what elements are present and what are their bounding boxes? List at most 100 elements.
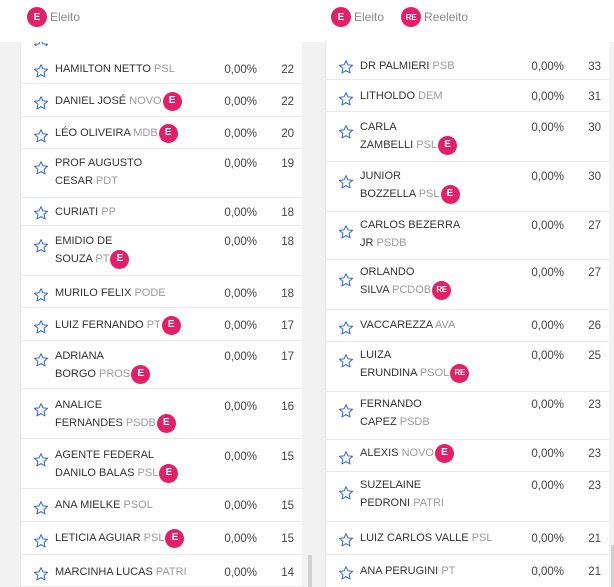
candidate-name[interactable]: DR PALMIERI PSB (360, 57, 455, 75)
candidate-row[interactable]: PROF AUGUSTO CESAR PDT 0,00% 19 (21, 149, 302, 198)
left-scrollbar-thumb[interactable] (308, 555, 312, 587)
candidate-row[interactable]: ANA PERUGINI PT 0,00% 21 (326, 555, 609, 587)
candidate-row[interactable]: DR PALMIERI PSB 0,00% 33 (326, 47, 609, 80)
vote-percentage: 0,00% (224, 207, 257, 219)
candidate-name[interactable]: MURILO FELIX PODE (55, 284, 166, 302)
favorite-star-icon[interactable] (33, 352, 49, 368)
candidate-row[interactable]: DANIEL JOSÉ NOVO E 0,00% 22 (21, 84, 302, 117)
legend-left: E Eleito (28, 8, 80, 26)
favorite-star-icon[interactable] (338, 59, 354, 75)
party-label: PSL (471, 532, 493, 544)
candidate-name[interactable]: CARLOS BEZERRA JR PSDB (360, 216, 460, 252)
candidate-row[interactable]: ADRIANA BORGO PROS E 0,00% 17 (21, 341, 302, 389)
favorite-star-icon[interactable] (338, 124, 354, 140)
favorite-star-icon[interactable] (33, 500, 49, 516)
favorite-star-icon[interactable] (338, 565, 354, 581)
favorite-star-icon[interactable] (33, 452, 49, 468)
candidate-list-right[interactable]: DR PALMIERI PSB 0,00% 33 LITHOLDO DEM 0,00% 3… (325, 42, 609, 587)
right-scrollbar-thumb[interactable] (611, 545, 614, 587)
candidate-row[interactable]: LETICIA AGUIAR PSL E 0,00% 15 (21, 522, 302, 555)
candidate-name[interactable]: JUNIOR BOZZELLA PSL E (360, 167, 459, 203)
candidate-row[interactable]: ALEXIS NOVO E 0,00% 23 (326, 440, 609, 472)
candidate-row[interactable]: HAMILTON NETTO PSL 0,00% 22 (21, 52, 302, 84)
favorite-star-icon[interactable] (338, 224, 354, 240)
right-scroll-track[interactable] (609, 42, 614, 587)
candidate-row[interactable]: CARLA ZAMBELLI PSL E 0,00% 30 (326, 112, 609, 162)
favorite-star-icon[interactable] (33, 319, 49, 335)
star-icon[interactable] (33, 42, 49, 46)
favorite-star-icon[interactable] (338, 532, 354, 548)
candidate-name[interactable]: ANALICE FERNANDES PSDB E (55, 396, 175, 432)
candidate-row[interactable]: AGENTE FEDERAL DANILO BALAS PSL E 0,00% 15 (21, 439, 302, 489)
candidate-name[interactable]: LÉO OLIVEIRA MDB E (55, 124, 177, 142)
candidate-row[interactable]: LUIZ FERNANDO PT E 0,00% 17 (21, 308, 302, 341)
vote-percentage: 0,00% (224, 236, 257, 248)
favorite-star-icon[interactable] (338, 353, 354, 369)
candidate-name[interactable]: EMIDIO DE SOUZA PT E (55, 232, 129, 268)
candidate-row[interactable]: MURILO FELIX PODE 0,00% 18 (21, 276, 302, 308)
favorite-star-icon[interactable] (33, 402, 49, 418)
candidate-name[interactable]: VACCAREZZA AVA (360, 316, 455, 334)
favorite-star-icon[interactable] (338, 320, 354, 336)
candidate-name[interactable]: DANIEL JOSÉ NOVO E (55, 92, 181, 110)
candidate-row[interactable]: ANALICE FERNANDES PSDB E 0,00% 16 (21, 389, 302, 439)
candidate-row[interactable]: JUNIOR BOZZELLA PSL E 0,00% 30 (326, 162, 609, 212)
candidate-name[interactable]: ADRIANA BORGO PROS E (55, 347, 150, 383)
candidate-name[interactable]: LUIZA ERUNDINA PSOL RE (360, 346, 469, 382)
candidate-name[interactable]: ORLANDO SILVA PCdoB RE (360, 263, 451, 299)
candidate-row[interactable]: CURIATI PP 0,00% 18 (21, 198, 302, 226)
candidate-name[interactable]: LETICIA AGUIAR PSL E (55, 529, 184, 547)
favorite-star-icon[interactable] (33, 205, 49, 221)
candidate-name[interactable]: LITHOLDO DEM (360, 87, 443, 105)
vote-percentage: 0,00% (531, 267, 564, 279)
candidate-name-line1: DR PALMIERI (360, 60, 430, 72)
candidate-row[interactable]: FERNANDO CAPEZ PSDB 0,00% 23 (326, 392, 609, 440)
favorite-star-icon[interactable] (33, 160, 49, 176)
candidate-row[interactable]: SUZELAINE PEDRONI PATRI 0,00% 23 (326, 472, 609, 522)
favorite-star-icon[interactable] (338, 403, 354, 419)
candidate-name[interactable]: MARCINHA LUCAS PATRI (55, 563, 187, 581)
favorite-star-icon[interactable] (33, 63, 49, 79)
candidate-name[interactable]: CURIATI PP (55, 203, 116, 221)
vote-percentage: 0,00% (531, 91, 564, 103)
candidate-name[interactable]: LUIZ FERNANDO PT E (55, 316, 180, 334)
candidate-name-line1: DANIEL JOSÉ (55, 95, 127, 107)
candidate-row[interactable]: LUIZA ERUNDINA PSOL RE 0,00% 25 (326, 342, 609, 392)
favorite-star-icon[interactable] (33, 128, 49, 144)
candidate-row[interactable]: MARCINHA LUCAS PATRI 0,00% 14 (21, 555, 302, 587)
candidate-row[interactable]: ANA MIELKE PSOL 0,00% 15 (21, 489, 302, 522)
candidate-row[interactable]: CARLOS BEZERRA JR PSDB 0,00% 27 (326, 212, 609, 260)
candidate-name-line2: CESAR (55, 175, 93, 187)
candidate-name[interactable]: ANA PERUGINI PT (360, 562, 455, 580)
favorite-star-icon[interactable] (33, 238, 49, 254)
candidate-row[interactable]: ORLANDO SILVA PCdoB RE 0,00% 27 (326, 260, 609, 310)
favorite-star-icon[interactable] (338, 485, 354, 501)
candidate-row[interactable]: EMIDIO DE SOUZA PT E 0,00% 18 (21, 226, 302, 276)
candidate-name[interactable]: HAMILTON NETTO PSL (55, 60, 175, 78)
favorite-star-icon[interactable] (33, 533, 49, 549)
favorite-star-icon[interactable] (33, 95, 49, 111)
candidate-row[interactable]: LITHOLDO DEM 0,00% 31 (326, 80, 609, 112)
favorite-star-icon[interactable] (338, 91, 354, 107)
candidate-row[interactable]: LÉO OLIVEIRA MDB E 0,00% 20 (21, 117, 302, 149)
favorite-star-icon[interactable] (338, 450, 354, 466)
eleito-badge-icon: E (439, 136, 457, 154)
vote-percentage: 0,00% (224, 158, 257, 170)
candidate-name[interactable]: FERNANDO CAPEZ PSDB (360, 395, 430, 431)
candidate-name[interactable]: ALEXIS NOVO E (360, 444, 453, 462)
candidate-name-line1: HAMILTON NETTO (55, 63, 151, 75)
candidate-row[interactable]: LUIZ CARLOS VALLE PSL 0,00% 21 (326, 522, 609, 555)
candidate-name[interactable]: SUZELAINE PEDRONI PATRI (360, 476, 444, 512)
candidate-name[interactable]: PROF AUGUSTO CESAR PDT (55, 154, 142, 190)
vote-percentage: 0,00% (224, 451, 257, 463)
favorite-star-icon[interactable] (338, 272, 354, 288)
candidate-list-left[interactable]: HAMILTON NETTO PSL 0,00% 22 DANIEL JOSÉ NOV… (20, 42, 302, 587)
candidate-name[interactable]: ANA MIELKE PSOL (55, 496, 153, 514)
candidate-name[interactable]: LUIZ CARLOS VALLE PSL (360, 529, 492, 547)
favorite-star-icon[interactable] (33, 287, 49, 303)
favorite-star-icon[interactable] (33, 566, 49, 582)
favorite-star-icon[interactable] (338, 174, 354, 190)
candidate-name[interactable]: AGENTE FEDERAL DANILO BALAS PSL E (55, 446, 178, 482)
candidate-name[interactable]: CARLA ZAMBELLI PSL E (360, 118, 457, 154)
candidate-row[interactable]: VACCAREZZA AVA 0,00% 26 (326, 310, 609, 342)
